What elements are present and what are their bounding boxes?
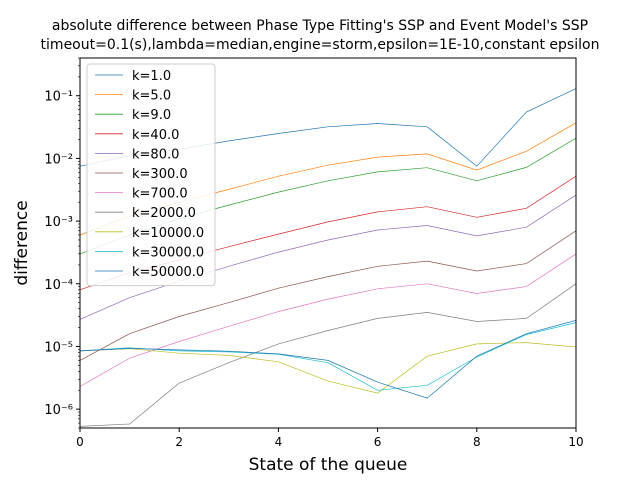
legend-label: k=9.0 (132, 108, 171, 123)
legend-label: k=2000.0 (132, 206, 196, 221)
legend-label: k=30000.0 (132, 245, 204, 260)
y-tick-label: 10⁻³ (44, 215, 73, 230)
chart-title: absolute difference between Phase Type F… (52, 18, 588, 34)
legend-label: k=700.0 (132, 187, 188, 202)
x-tick-label: 8 (473, 435, 481, 449)
x-axis-label: State of the queue (249, 455, 408, 475)
legend-label: k=80.0 (132, 147, 179, 162)
series-line-5 (79, 230, 577, 361)
series-line-10 (79, 320, 577, 399)
legend-label: k=40.0 (132, 128, 179, 143)
series-line-9 (79, 322, 577, 391)
x-tick-label: 0 (76, 435, 84, 449)
series-line-4 (79, 194, 577, 320)
legend-label: k=300.0 (132, 167, 188, 182)
x-tick-label: 10 (568, 435, 583, 449)
chart-subtitle: timeout=0.1(s),lambda=median,engine=stor… (41, 37, 600, 53)
legend-box (86, 63, 216, 287)
y-tick-label: 10⁻⁵ (44, 340, 73, 355)
x-tick-label: 2 (175, 435, 183, 449)
series-line-7 (79, 283, 577, 427)
legend-label: k=1.0 (132, 69, 171, 84)
y-tick-label: 10⁻⁴ (44, 278, 73, 293)
y-axis-label: difference (12, 200, 32, 285)
y-tick-label: 10⁻¹ (44, 90, 73, 105)
legend-label: k=10000.0 (132, 226, 204, 241)
series-line-6 (79, 253, 577, 387)
legend-label: k=5.0 (132, 89, 171, 104)
x-tick-label: 6 (374, 435, 382, 449)
x-axis: 0 2 4 6 8 10 (76, 428, 584, 449)
legend-label: k=50000.0 (132, 265, 204, 280)
series-line-8 (79, 342, 577, 394)
y-tick-label: 10⁻² (44, 152, 73, 167)
x-tick-label: 4 (275, 435, 283, 449)
plot-frame (79, 57, 577, 429)
legend: k=1.0 k=5.0 k=9.0 k=40.0 k=80.0 k=300.0 k=700.… (86, 63, 216, 287)
y-tick-label: 10⁻⁶ (44, 403, 73, 418)
y-axis: 10⁻⁶ 10⁻⁵ 10⁻⁴ 10⁻³ 10⁻² 10⁻¹ (44, 57, 80, 429)
